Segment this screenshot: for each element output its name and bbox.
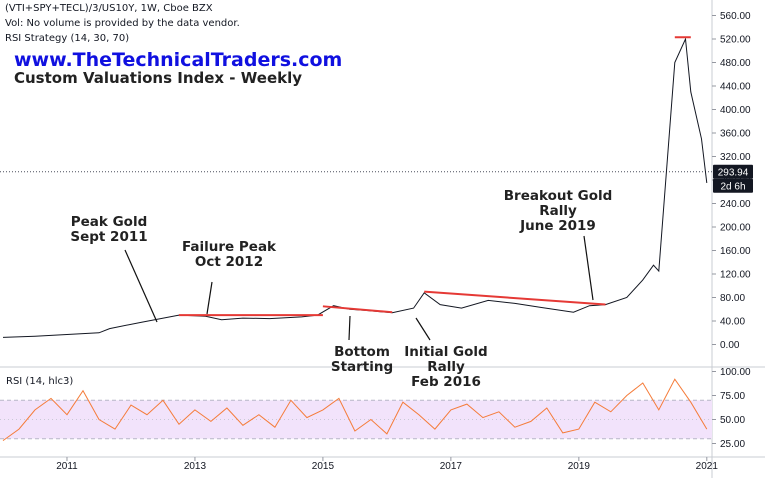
trendline (322, 305, 393, 314)
time-tick-label: 2021 (696, 461, 719, 472)
rsi-pane-label: RSI (14, hlc3) (6, 376, 74, 387)
price-tick-label: 200.00 (720, 223, 751, 234)
trendline (424, 290, 606, 306)
annotation-peak-gold: Peak Gold Sept 2011 (70, 214, 148, 245)
volume-note: Vol: No volume is provided by the data v… (5, 18, 240, 29)
time-tick-label: 2015 (312, 461, 335, 472)
symbol-line: (VTI+SPY+TECL)/3/US10Y, 1W, Cboe BZX (5, 3, 213, 14)
annotation-pointer (348, 315, 351, 341)
price-tick-label: 160.00 (720, 246, 751, 257)
rsi-tick-label: 50.00 (720, 415, 745, 426)
annotation-pointer (415, 317, 431, 341)
price-tick-label: 400.00 (720, 105, 751, 116)
annotation-initial-gold-rally: Initial Gold Rally Feb 2016 (404, 344, 488, 390)
price-tick-label: 480.00 (720, 58, 751, 69)
timer-badge-value: 2d 6h (720, 181, 745, 192)
annotation-pointer (206, 281, 213, 315)
rsi-series-line (2, 378, 708, 442)
price-tick-label: 0.00 (720, 340, 740, 351)
strategy-line: RSI Strategy (14, 30, 70) (5, 33, 130, 44)
price-tick-label: 320.00 (720, 152, 751, 163)
timer-badge-bg (713, 178, 753, 193)
price-tick-label: 360.00 (720, 129, 751, 140)
time-tick-label: 2011 (56, 461, 78, 472)
price-series-line (2, 37, 708, 338)
rsi-tick-label: 75.00 (720, 391, 745, 402)
price-tick-label: 80.00 (720, 293, 745, 304)
price-badge-bg (713, 164, 753, 179)
brand-url[interactable]: www.TheTechnicalTraders.com (14, 49, 343, 71)
price-tick-label: 440.00 (720, 82, 751, 93)
price-tick-label: 40.00 (720, 317, 745, 328)
annotation-bottom-starting: Bottom Starting (330, 344, 394, 375)
price-tick-label: 560.00 (720, 11, 751, 22)
time-tick-label: 2017 (440, 461, 463, 472)
price-tick-label: 120.00 (720, 270, 751, 281)
annotation-pointer (583, 235, 594, 301)
annotation-failure-peak: Failure Peak Oct 2012 (181, 239, 277, 270)
price-tick-label: 520.00 (720, 35, 751, 46)
chart-subtitle: Custom Valuations Index - Weekly (14, 69, 303, 87)
time-tick-label: 2013 (184, 461, 207, 472)
time-tick-label: 2019 (568, 461, 591, 472)
rsi-tick-label: 25.00 (720, 439, 745, 450)
price-badge-value: 293.94 (718, 167, 749, 178)
price-tick-label: 240.00 (720, 199, 751, 210)
rsi-tick-label: 100.00 (720, 367, 751, 378)
annotation-pointer (124, 249, 158, 323)
annotation-breakout-gold-rally: Breakout Gold Rally June 2019 (503, 188, 613, 234)
